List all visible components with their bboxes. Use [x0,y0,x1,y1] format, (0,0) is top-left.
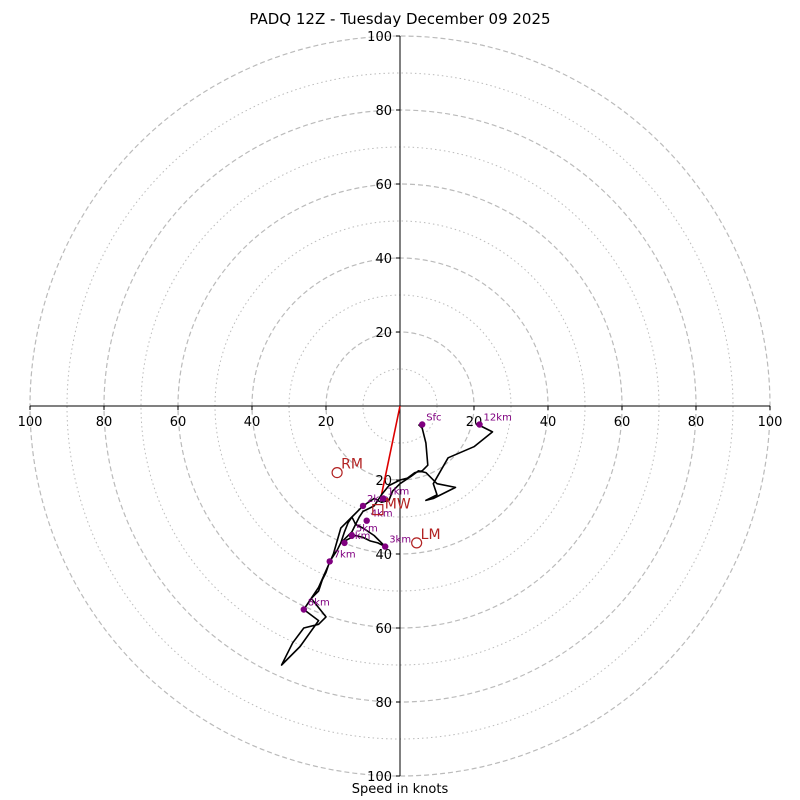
x-tick-label: 100 [18,415,43,430]
marker-label-2km: 2km [367,494,389,505]
x-tick-label: 80 [688,415,705,430]
x-axis-label: Speed in knots [351,782,449,797]
storm-motion-lm [411,537,423,549]
y-tick-label: 60 [375,178,392,193]
x-tick-label: 60 [170,415,187,430]
y-tick-label: 60 [375,622,392,637]
marker-label-1km: 1km [387,487,409,498]
y-tick-label: 80 [375,696,392,711]
y-tick-label: 80 [375,104,392,119]
marker-dot-5km [348,532,356,539]
marker-dot-1km [380,495,387,502]
hodograph-trace [280,423,494,666]
marker-label-3km: 3km [389,535,411,546]
marker-dot-7km [326,558,333,565]
marker-dot-2km [359,502,367,510]
storm-motion-rm [331,467,343,479]
y-tick-label: 100 [367,770,392,785]
marker-label-sfc: Sfc [426,413,441,424]
x-tick-label: 20 [318,415,335,430]
y-tick-label: 20 [375,326,392,341]
marker-dot-8km [300,606,307,613]
x-tick-label: 40 [244,415,261,430]
shear-vector [380,405,401,495]
marker-label-7km: 7km [334,549,356,560]
marker-label-8km: 8km [308,598,330,609]
x-tick-label: 60 [614,415,631,430]
storm-motion-mw [372,504,384,516]
chart-title: PADQ 12Z - Tuesday December 09 2025 [249,10,551,28]
x-tick-label: 100 [758,415,783,430]
y-tick-label: 100 [367,30,392,45]
marker-dot-12km [476,421,483,428]
marker-label-6km: 6km [349,531,371,542]
storm-motion-label-lm: LM [421,527,441,543]
marker-dot-3km [382,543,389,550]
marker-label-12km: 12km [484,413,512,424]
x-tick-label: 80 [96,415,113,430]
y-tick-label: 40 [375,252,392,267]
y-tick-label: 40 [375,548,392,563]
marker-label-5km: 5km [356,524,378,535]
marker-dot-sfc [419,421,426,428]
x-tick-label: 40 [540,415,557,430]
marker-dot-6km [341,539,348,547]
storm-motion-label-mw: MW [385,497,411,513]
marker-dot-4km [363,517,370,524]
storm-motion-label-rm: RM [341,457,363,473]
